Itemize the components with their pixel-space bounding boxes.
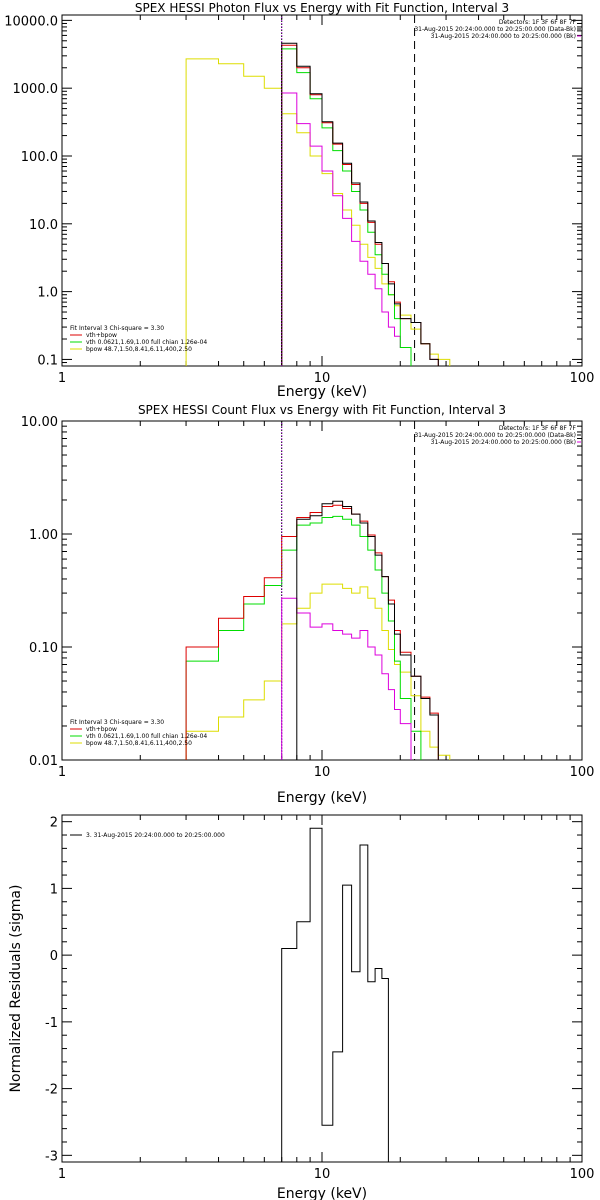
y-tick-label: 0.01 (29, 754, 58, 769)
x-tick-label: 1 (58, 765, 66, 780)
y-tick-label: -1 (45, 1016, 58, 1031)
y-tick-label: 0.1 (37, 353, 58, 368)
annotation-line: Detectors: 1F 3F 6F 8F 7F (499, 425, 577, 432)
plot-area (185, 421, 451, 760)
x-tick-label: 10 (314, 1167, 331, 1182)
legend-entry: Fit Interval 3 Chi-square = 3.30 (70, 719, 164, 726)
plot-area (185, 15, 451, 366)
x-tick-label: 100 (570, 1167, 595, 1182)
plot-area (281, 827, 389, 1162)
chart-panel-2: SPEX HESSI Count Flux vs Energy with Fit… (21, 403, 595, 806)
chart-panel-3: Energy (keV) Normalized Residuals (sigma)… (8, 814, 595, 1200)
annotation-line: Detectors: 1F 3F 6F 8F 7F (499, 19, 577, 26)
series-bpow-line (185, 58, 451, 366)
annotation-line: 31-Aug-2015 20:24:00.000 to 20:25:00.000… (431, 33, 576, 40)
y-tick-label: 1 (50, 882, 58, 897)
y-axis-label: Normalized Residuals (sigma) (8, 885, 24, 1093)
annotation-line: 31-Aug-2015 20:24:00.000 to 20:25:00.000… (414, 432, 576, 439)
legend-entry: 3. 31-Aug-2015 20:24:00.000 to 20:25:00.… (86, 832, 225, 839)
y-tick-label: 10.0 (29, 218, 58, 233)
series-data-line (281, 827, 389, 1162)
y-tick-label: 1000.0 (13, 82, 59, 97)
annotation-line: 31-Aug-2015 20:24:00.000 to 20:25:00.000… (431, 439, 576, 446)
y-tick-label: 0 (50, 949, 58, 964)
x-axis-label: Energy (keV) (277, 384, 367, 400)
legend-entry: Fit Interval 3 Chi-square = 3.30 (70, 325, 164, 332)
plot-frame (61, 14, 583, 367)
y-tick-label: 1.00 (29, 528, 58, 543)
series-vth-line (281, 48, 412, 366)
series-data-line (296, 500, 439, 760)
chart-title: SPEX HESSI Photon Flux vs Energy with Fi… (135, 1, 509, 15)
y-tick-label: 100.0 (21, 150, 58, 165)
annotation-line: 31-Aug-2015 20:24:00.000 to 20:25:00.000… (414, 26, 576, 33)
x-tick-label: 100 (570, 765, 595, 780)
legend-entry: vth 0.0621,1.69,1.00 full chian 1.26e-04 (86, 339, 207, 346)
series-data-line (281, 42, 439, 366)
x-tick-label: 10 (314, 371, 331, 386)
legend-entry: vth+bpow (86, 332, 117, 339)
y-tick-label: -2 (45, 1083, 58, 1098)
series-background-line (281, 597, 412, 760)
chart-title: SPEX HESSI Count Flux vs Energy with Fit… (138, 403, 506, 417)
chart-panel-1: SPEX HESSI Photon Flux vs Energy with Fi… (4, 1, 594, 400)
x-tick-label: 1 (58, 1167, 66, 1182)
series-background-line (281, 92, 412, 366)
y-tick-label: 1.0 (37, 286, 58, 301)
legend-entry: bpow 48.7,1.50,8.41,6.11,400,2.50 (86, 346, 192, 353)
y-tick-label: 0.10 (29, 641, 58, 656)
legend-entry: bpow 48.7,1.50,8.41,6.11,400,2.50 (86, 740, 192, 747)
y-tick-label: -3 (45, 1149, 58, 1164)
x-axis-label: Energy (keV) (277, 1186, 367, 1200)
legend-entry: vth+bpow (86, 726, 117, 733)
y-tick-label: 10000.0 (4, 14, 58, 29)
x-tick-label: 100 (570, 371, 595, 386)
x-tick-label: 10 (314, 765, 331, 780)
series-vth-line (185, 515, 422, 760)
y-tick-label: 2 (50, 816, 58, 831)
x-tick-label: 1 (58, 371, 66, 386)
y-tick-label: 10.00 (21, 415, 58, 430)
legend-entry: vth 0.0621,1.69,1.00 full chian 1.26e-04 (86, 733, 207, 740)
series-bpow-line (185, 583, 451, 760)
x-axis-label: Energy (keV) (277, 790, 367, 806)
